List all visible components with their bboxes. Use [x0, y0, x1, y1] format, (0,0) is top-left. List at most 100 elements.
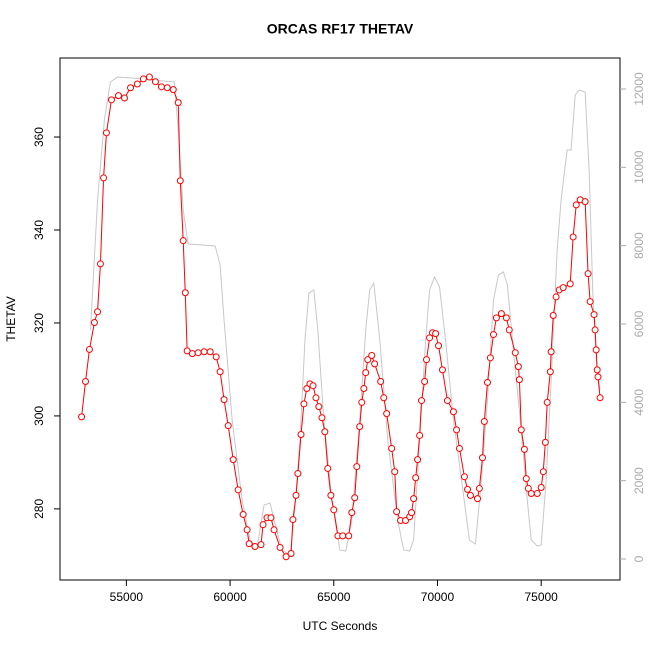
data-point [527, 490, 535, 498]
data-point [348, 509, 356, 517]
data-point [489, 331, 497, 339]
data-point [294, 470, 302, 478]
data-point [188, 350, 196, 358]
data-point [474, 495, 482, 503]
data-point [176, 177, 184, 185]
data-point [533, 490, 541, 498]
data-point [466, 491, 474, 499]
y-tick-label: 280 [32, 499, 46, 519]
data-point [78, 413, 86, 421]
data-point [183, 347, 191, 355]
data-point [339, 532, 347, 540]
data-point [559, 284, 567, 292]
data-point [270, 526, 278, 534]
data-point [502, 314, 510, 322]
x-tick-label: 65000 [317, 590, 351, 604]
data-point [497, 310, 505, 318]
data-point [212, 353, 220, 361]
y2-tick-label: 10000 [632, 150, 646, 184]
data-point [100, 174, 108, 182]
data-point [421, 378, 429, 386]
x-tick-label: 55000 [110, 590, 144, 604]
data-point [318, 414, 326, 422]
data-point [418, 397, 426, 405]
data-point [594, 373, 602, 381]
data-point [360, 384, 368, 392]
data-point [327, 491, 335, 499]
data-point [224, 422, 232, 430]
data-point [537, 483, 545, 491]
data-point [435, 342, 443, 350]
data-point [239, 510, 247, 518]
data-point [330, 506, 338, 514]
data-point [309, 382, 317, 390]
data-point [524, 484, 532, 492]
data-point [245, 540, 253, 548]
data-point [517, 426, 525, 434]
data-point [410, 495, 418, 503]
data-point [287, 550, 295, 558]
chart-title: ORCAS RF17 THETAV [267, 21, 414, 37]
data-point [543, 398, 551, 406]
data-point [312, 394, 320, 402]
data-point [590, 311, 598, 319]
y2-tick-label: 8000 [632, 232, 646, 259]
data-point [492, 314, 500, 322]
data-point [181, 289, 189, 297]
data-point [364, 356, 372, 364]
data-point [383, 410, 391, 418]
data-point [127, 84, 135, 92]
data-point [90, 318, 98, 326]
data-point [414, 456, 422, 464]
data-point [408, 509, 416, 517]
data-point [515, 376, 523, 384]
data-point [292, 491, 300, 499]
data-point [353, 463, 361, 471]
x-axis-label: UTC Seconds [303, 619, 378, 633]
data-point [586, 298, 594, 306]
data-point [300, 400, 308, 408]
data-point [455, 444, 463, 452]
data-point [514, 363, 522, 371]
data-point [478, 454, 486, 462]
data-point [596, 394, 604, 402]
data-point [169, 86, 177, 94]
data-point [276, 543, 284, 551]
data-point [107, 96, 115, 104]
y2-tick-label: 6000 [632, 310, 646, 337]
data-line [81, 76, 601, 558]
data-point [426, 334, 434, 342]
data-point [114, 92, 122, 100]
y2-tick-label: 12000 [632, 72, 646, 106]
data-point [229, 456, 237, 464]
y2-tick-label: 0 [632, 555, 646, 562]
y-tick-label: 340 [32, 220, 46, 240]
y2-tick-label: 2000 [632, 467, 646, 494]
data-point [547, 348, 555, 356]
data-point [220, 396, 228, 404]
data-point [422, 356, 430, 364]
data-point [377, 378, 385, 386]
data-point [96, 260, 104, 268]
data-point [393, 508, 401, 516]
data-point [356, 423, 364, 431]
data-point [511, 349, 519, 357]
data-point [216, 368, 224, 376]
data-point [449, 408, 457, 416]
data-point [391, 468, 399, 476]
data-point [251, 543, 259, 551]
data-point [206, 348, 214, 356]
y2-tick-label: 4000 [632, 389, 646, 416]
data-point [591, 326, 599, 334]
data-point [592, 346, 600, 354]
data-point [464, 485, 472, 493]
data-point [82, 378, 90, 386]
data-point [584, 270, 592, 278]
data-point [593, 366, 601, 374]
data-point [345, 532, 353, 540]
data-point [371, 360, 379, 368]
data-point [282, 553, 290, 561]
data-point [324, 464, 332, 472]
data-point [163, 84, 171, 92]
